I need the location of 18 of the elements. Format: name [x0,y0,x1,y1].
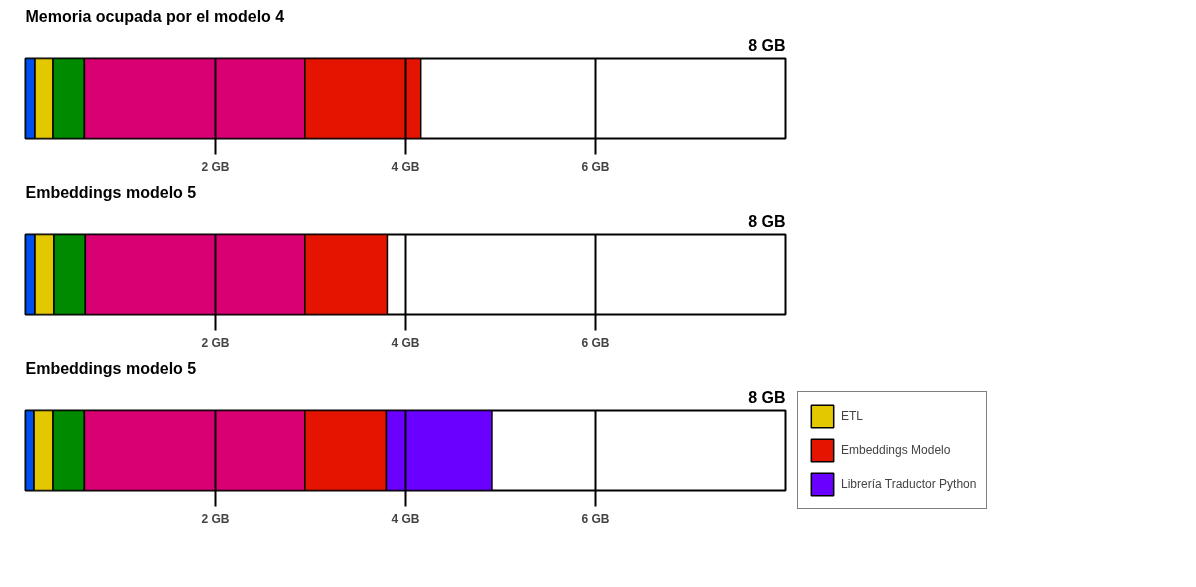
x-tick-label: 6 GB [581,159,610,174]
x-tick-label: 2 GB [201,511,230,526]
chart-title: Embeddings modelo 5 [25,359,197,377]
x-tick-label: 4 GB [391,511,420,526]
text: 8 GB [748,36,786,54]
x-tick-label: 2 GB [201,335,230,350]
text: 8 GB [748,212,786,230]
legend-label: Embeddings Modelo [841,443,951,457]
x-tick-label: 4 GB [391,159,420,174]
x-tick-label: 6 GB [581,511,610,526]
legend-label: ETL [841,409,864,423]
x-tick-label: 2 GB [201,159,230,174]
text: 8 GB [748,388,786,406]
x-tick-label: 4 GB [391,335,420,350]
legend-label: Librería Traductor Python [841,477,977,491]
chart-title: Memoria ocupada por el modelo 4 [25,7,285,25]
chart-title: Embeddings modelo 5 [25,183,197,201]
x-tick-label: 6 GB [581,335,610,350]
